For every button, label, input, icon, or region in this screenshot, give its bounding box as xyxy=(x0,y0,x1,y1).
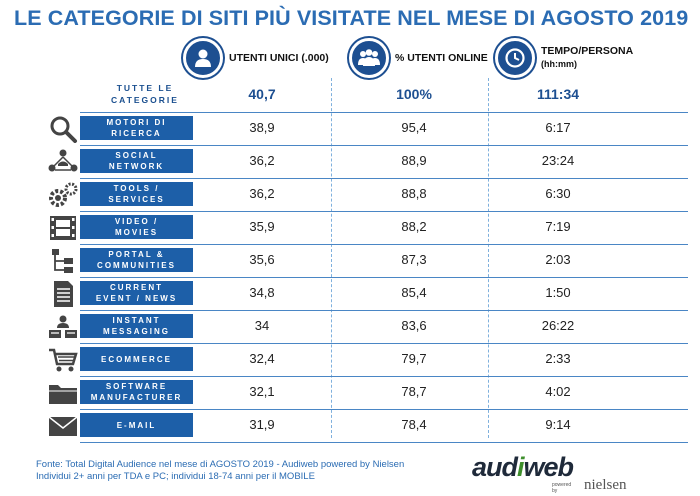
category-label-line2: SERVICES xyxy=(108,195,165,204)
category-label-line1: PORTAL & xyxy=(108,250,165,259)
percent-value: 85,4 xyxy=(401,285,427,300)
category-label-line1: MOTORI DI xyxy=(106,118,167,127)
utenti-value: 35,6 xyxy=(249,252,275,267)
tempo-value: 2:03 xyxy=(545,252,571,267)
category-label-line2: MESSAGING xyxy=(103,327,170,336)
category-label: TOOLS / SERVICES xyxy=(80,182,193,206)
tempo-value: 6:17 xyxy=(545,120,571,135)
row-divider xyxy=(80,310,688,311)
row-divider xyxy=(80,244,688,245)
percent-value: 88,9 xyxy=(401,153,427,168)
category-label: E-MAIL xyxy=(80,413,193,437)
category-label-line1: INSTANT xyxy=(112,316,161,325)
percent-value: 95,4 xyxy=(401,120,427,135)
category-label-line2: EVENT / NEWS xyxy=(95,294,178,303)
cart-icon xyxy=(46,346,80,374)
category-label: CURRENT EVENT / NEWS xyxy=(80,281,193,305)
column-label-utenti: UTENTI UNICI (.000) xyxy=(229,51,329,64)
utenti-value: 36,2 xyxy=(249,153,275,168)
column-header-utenti: UTENTI UNICI (.000) xyxy=(183,38,329,78)
utenti-value: 32,1 xyxy=(249,384,275,399)
utenti-value: 36,2 xyxy=(249,186,275,201)
column-label-percent: % UTENTI ONLINE xyxy=(395,51,488,64)
category-label-line1: E-MAIL xyxy=(116,420,157,430)
category-label-line1: TOOLS / xyxy=(113,184,160,193)
category-label-line1: SOCIAL xyxy=(115,151,158,160)
column-header-percent: % UTENTI ONLINE xyxy=(349,38,488,78)
totals-label: TUTTE LE CATEGORIE xyxy=(111,83,179,105)
category-label: SOCIAL NETWORK xyxy=(80,149,193,173)
magnifier-icon xyxy=(46,115,80,143)
tempo-value: 26:22 xyxy=(541,318,575,333)
column-header-tempo: TEMPO/PERSONA (hh:mm) xyxy=(495,38,633,78)
column-label-tempo: TEMPO/PERSONA (hh:mm) xyxy=(541,45,634,69)
source-note: Fonte: Total Digital Audience nel mese d… xyxy=(36,459,405,482)
row-divider xyxy=(80,211,688,212)
audiweb-logo: audiweb powered by nielsen xyxy=(472,452,627,494)
column-separator xyxy=(488,78,489,438)
total-tempo: 111:34 xyxy=(536,86,580,102)
film-icon xyxy=(46,214,80,242)
utenti-value: 35,9 xyxy=(249,219,275,234)
utenti-value: 34 xyxy=(254,318,270,333)
total-utenti: 40,7 xyxy=(248,86,276,102)
row-divider xyxy=(80,409,688,410)
percent-value: 78,4 xyxy=(401,417,427,432)
tempo-value: 23:24 xyxy=(541,153,575,168)
category-label-line1: SOFTWARE xyxy=(105,382,168,391)
person-icon xyxy=(183,38,223,78)
tempo-value: 6:30 xyxy=(545,186,571,201)
row-divider xyxy=(80,178,688,179)
tempo-value: 9:14 xyxy=(545,417,571,432)
tempo-value: 2:33 xyxy=(545,351,571,366)
percent-value: 88,2 xyxy=(401,219,427,234)
row-divider xyxy=(80,343,688,344)
category-label: ECOMMERCE xyxy=(80,347,193,371)
category-label-line2: MANUFACTURER xyxy=(90,393,183,402)
group-icon xyxy=(349,38,389,78)
document-icon xyxy=(46,280,80,308)
tempo-value: 7:19 xyxy=(545,219,571,234)
utenti-value: 31,9 xyxy=(249,417,275,432)
envelope-icon xyxy=(46,412,80,440)
utenti-value: 34,8 xyxy=(249,285,275,300)
percent-value: 78,7 xyxy=(401,384,427,399)
category-label-line2: MOVIES xyxy=(114,228,159,237)
column-separator xyxy=(331,78,332,438)
tree-icon xyxy=(46,247,80,275)
row-divider xyxy=(80,277,688,278)
total-percent: 100% xyxy=(396,86,432,102)
percent-value: 83,6 xyxy=(401,318,427,333)
percent-value: 88,8 xyxy=(401,186,427,201)
category-label-line2: RICERCA xyxy=(111,129,162,138)
category-label: SOFTWARE MANUFACTURER xyxy=(80,380,193,404)
category-label-line1: ECOMMERCE xyxy=(101,354,172,364)
category-label-line2: NETWORK xyxy=(108,162,165,171)
row-divider xyxy=(80,112,688,113)
category-label: MOTORI DI RICERCA xyxy=(80,116,193,140)
folder-icon xyxy=(46,379,80,407)
row-divider xyxy=(80,145,688,146)
category-label: PORTAL & COMMUNITIES xyxy=(80,248,193,272)
category-label-line1: VIDEO / xyxy=(114,217,159,226)
percent-value: 79,7 xyxy=(401,351,427,366)
utenti-value: 32,4 xyxy=(249,351,275,366)
page-title: LE CATEGORIE DI SITI PIÙ VISITATE NEL ME… xyxy=(14,6,689,30)
clock-icon xyxy=(495,38,535,78)
percent-value: 87,3 xyxy=(401,252,427,267)
row-divider xyxy=(80,376,688,377)
category-label-line2: COMMUNITIES xyxy=(97,261,176,270)
tempo-value: 4:02 xyxy=(545,384,571,399)
row-divider xyxy=(80,442,688,443)
category-label: VIDEO / MOVIES xyxy=(80,215,193,239)
gears-icon xyxy=(46,181,80,209)
chat-icon xyxy=(46,313,80,341)
tempo-value: 1:50 xyxy=(545,285,571,300)
network-icon xyxy=(46,148,80,176)
category-label-line1: CURRENT xyxy=(109,283,164,292)
utenti-value: 38,9 xyxy=(249,120,275,135)
category-label: INSTANT MESSAGING xyxy=(80,314,193,338)
